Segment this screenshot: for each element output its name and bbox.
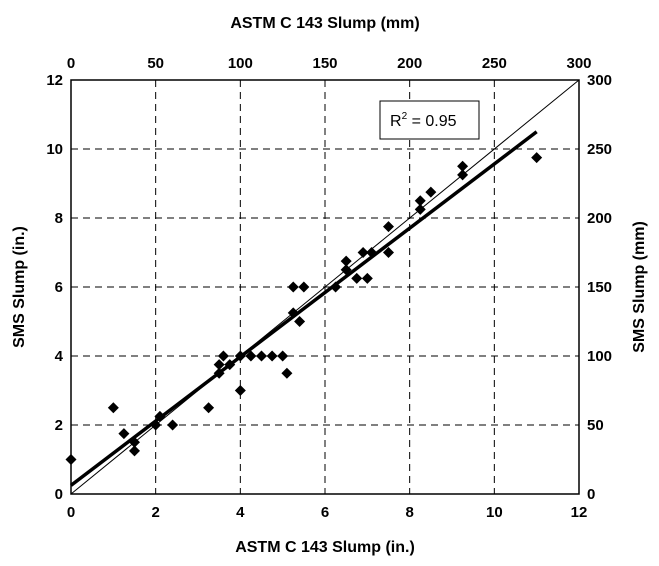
annotation-text: R2 = 0.95 xyxy=(390,111,457,130)
plot-frame xyxy=(70,79,580,495)
data-point xyxy=(234,385,246,396)
data-point xyxy=(213,359,225,371)
x-tick-label-top: 200 xyxy=(397,55,422,72)
data-point xyxy=(457,160,469,172)
regression-line xyxy=(69,130,538,487)
data-point xyxy=(245,350,257,362)
data-point xyxy=(294,316,306,327)
data-point xyxy=(287,281,299,293)
y-tick-label-right: 150 xyxy=(587,279,612,296)
data-point xyxy=(203,402,215,414)
annotation-value: = 0.95 xyxy=(407,113,456,130)
data-point xyxy=(129,445,140,457)
data-point xyxy=(224,359,236,371)
data-point xyxy=(118,428,130,440)
x-tick-label-top: 300 xyxy=(566,55,591,72)
x-tick-label-bottom: 4 xyxy=(236,504,245,521)
x-tick-label-bottom: 0 xyxy=(67,504,75,521)
annotation-base: R xyxy=(390,113,402,130)
data-point xyxy=(357,247,369,258)
annotation-superscript: 2 xyxy=(402,111,408,122)
data-point xyxy=(414,203,426,215)
x-tick-label-top: 50 xyxy=(147,55,164,72)
data-point xyxy=(298,281,310,293)
data-point xyxy=(361,272,373,284)
data-point xyxy=(217,350,229,362)
data-point xyxy=(213,367,225,379)
x-tick-label-bottom: 6 xyxy=(321,504,329,521)
x-tick-label-top: 150 xyxy=(312,55,337,72)
data-point xyxy=(457,169,469,181)
y-axis-title-left: SMS Slump (in.) xyxy=(11,226,28,348)
x-tick-label-bottom: 12 xyxy=(571,504,588,521)
data-point xyxy=(154,410,166,422)
data-point xyxy=(330,281,342,293)
y-tick-label-left: 4 xyxy=(55,348,64,365)
data-points xyxy=(65,152,543,465)
y-tick-label-left: 8 xyxy=(55,210,63,227)
data-point xyxy=(281,367,293,379)
data-point xyxy=(150,419,162,431)
x-tick-label-top: 0 xyxy=(67,55,75,72)
y-tick-label-left: 6 xyxy=(55,279,63,296)
data-point xyxy=(340,264,352,276)
data-point xyxy=(383,247,394,258)
tick-labels: 0 2 4 6 8 10 120 50 100 150 200 250 3000246810120501… xyxy=(46,55,612,521)
data-point xyxy=(129,436,140,448)
data-point xyxy=(340,255,352,267)
x-tick-label-bottom: 2 xyxy=(151,504,159,521)
x-axis-title-bottom: ASTM C 143 Slump (in.) xyxy=(235,539,415,556)
y-tick-label-right: 50 xyxy=(587,417,604,434)
data-point xyxy=(266,350,278,362)
data-point xyxy=(256,350,267,362)
data-point xyxy=(234,350,246,362)
data-point xyxy=(425,186,437,198)
data-point xyxy=(383,221,394,233)
y-tick-label-left: 2 xyxy=(55,417,63,434)
data-point xyxy=(414,195,426,207)
data-point xyxy=(351,272,363,284)
y-tick-label-right: 0 xyxy=(587,486,595,503)
x-tick-label-top: 100 xyxy=(228,55,253,72)
r-squared-annotation: R2 = 0.95 xyxy=(379,100,480,140)
y-tick-label-left: 12 xyxy=(46,72,63,89)
x-axis-title-top: ASTM C 143 Slump (mm) xyxy=(230,15,419,32)
y-axis-title-right: SMS Slump (mm) xyxy=(631,221,648,353)
y-tick-label-right: 300 xyxy=(587,72,612,89)
data-point xyxy=(107,402,119,414)
annotation-box xyxy=(379,100,480,140)
data-point xyxy=(167,419,179,431)
x-tick-label-top: 250 xyxy=(482,55,507,72)
data-point xyxy=(277,350,289,362)
y-tick-label-right: 200 xyxy=(587,210,612,227)
x-tick-label-bottom: 10 xyxy=(486,504,503,521)
data-point xyxy=(366,247,378,258)
data-point xyxy=(287,307,299,319)
y-tick-label-left: 10 xyxy=(46,141,63,158)
x-tick-label-bottom: 8 xyxy=(405,504,413,521)
y-tick-label-left: 0 xyxy=(55,486,63,503)
data-point xyxy=(531,152,543,164)
y-tick-label-right: 250 xyxy=(587,141,612,158)
y-tick-label-right: 100 xyxy=(587,348,612,365)
